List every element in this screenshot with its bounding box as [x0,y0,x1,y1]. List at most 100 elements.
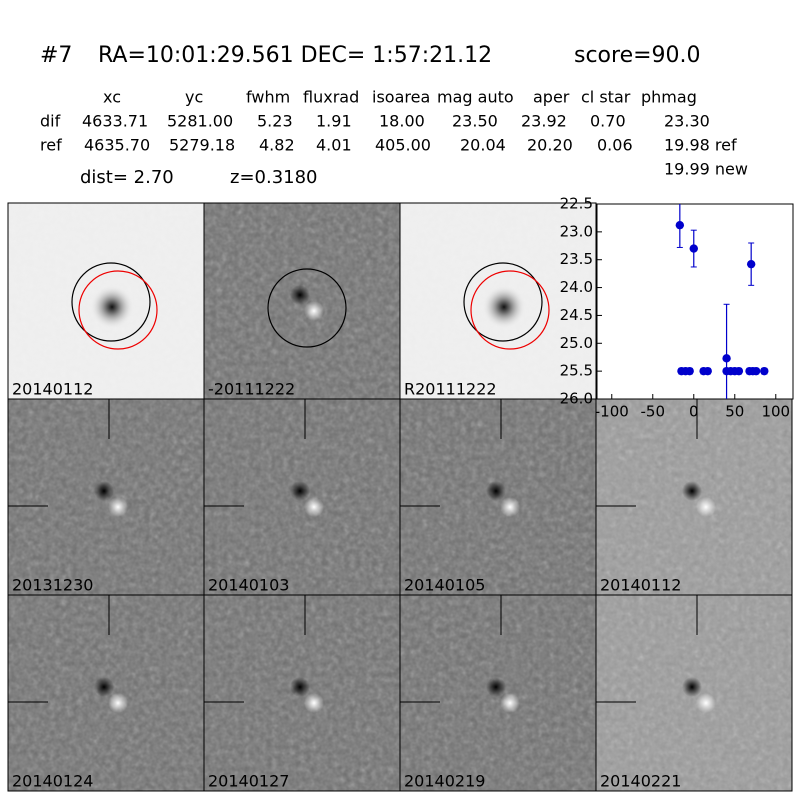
cell: 4.01 [316,136,352,155]
cell: 5.23 [257,112,293,131]
column-header: phmag [641,88,697,107]
cell: 20.04 [460,136,506,155]
lightcurve: 22.5 23.0 23.5 24.0 24.5 25.0 25.5 26.0-100 -50 0… [560,195,794,421]
dipole-neg [486,677,506,697]
column-header: xc [103,88,121,107]
aperture [463,262,543,342]
cell: 1.91 [316,112,352,131]
column-header: fwhm [246,88,290,107]
redshift: z=0.3180 [230,167,318,188]
x-tick-label: 100 [761,403,790,421]
cell: 19.98 ref [664,136,737,155]
aperture-ref [470,270,550,350]
aperture [267,268,347,348]
dipole-neg [682,481,702,501]
dipole-pos [304,693,324,713]
column-header: fluxrad [303,88,359,107]
cutout-label: 20140219 [404,772,485,791]
dipole-neg [94,677,114,697]
y-tick-label: 25.5 [560,362,593,380]
cell: 4.82 [259,136,295,155]
cutout: 20140124 [7,594,205,792]
cutout-label: 20140105 [404,576,485,595]
y-tick-label: 22.5 [560,195,593,213]
dipole-neg [486,481,506,501]
cell: 18.00 [379,112,425,131]
cutout: 20140112 [7,202,205,400]
dipole-pos [696,693,716,713]
cutout-label: 20140221 [600,772,681,791]
table: xc yc fwhm fluxrad isoarea mag auto aper cl sta… [40,88,737,155]
dipole-pos [500,693,520,713]
candidate-id: #7 [40,43,72,68]
cutout: 20140105 [399,398,597,596]
point [689,244,698,253]
plot-area [596,203,794,400]
cell: 0.70 [590,112,626,131]
y-tick-label: 23.5 [560,250,593,268]
cutout-frame [595,594,793,792]
dipole-neg [290,481,310,501]
dipole-neg [682,677,702,697]
point [760,366,769,376]
cutout: 20131230 [7,398,205,596]
column-header: yc [185,88,203,107]
dipole-pos [696,497,716,517]
column-header: cl star [581,88,631,107]
cell: 4633.71 [82,112,148,131]
dipole-neg [290,285,310,305]
x-tick-label: -50 [641,403,666,421]
cell: 23.50 [452,112,498,131]
image-grid: 20140112 -20111222 R20111222 20131230 201401… [7,202,793,792]
score: score=90.0 [574,43,701,68]
phmag-new: 19.99 new [664,160,748,179]
dist: dist= 2.70 [80,167,174,188]
dipole-neg [290,677,310,697]
cutout: -20111222 [203,202,401,400]
cell: 405.00 [375,136,431,155]
cutout-label: 20140124 [12,772,93,791]
point [751,366,761,376]
y-tick-label: 25.0 [560,334,593,352]
cutout-label: R20111222 [404,380,497,399]
cutout: 20140103 [203,398,401,596]
cutout-label: 20140127 [208,772,289,791]
cutout: 20140221 [595,594,793,792]
y-tick-label: 24.0 [560,278,593,296]
aperture-ref [78,270,158,350]
column-header: isoarea [372,88,430,107]
cell: 0.06 [597,136,633,155]
x-tick-label: 0 [689,403,699,421]
point [685,366,694,376]
y-tick-label: 24.5 [560,306,593,324]
cutout: 20140219 [399,594,597,792]
column-header: aper [533,88,570,107]
dipole-pos [500,497,520,517]
point [722,354,731,363]
cutout: R20111222 [399,202,597,400]
dipole-pos [108,693,128,713]
cutout-label: 20131230 [12,576,93,595]
cutout: 20140112 [595,398,793,596]
row-label: ref [40,136,62,155]
cell: 5279.18 [169,136,235,155]
point [703,366,712,376]
cutout-label: 20140112 [600,576,681,595]
point [675,220,685,230]
source [482,285,526,329]
x-tick-label: 50 [725,403,744,421]
cell: 20.20 [527,136,573,155]
point [734,366,744,376]
cutout-label: 20140112 [12,380,93,399]
x-tick-label: -100 [595,403,629,421]
column-header: mag auto [437,88,514,107]
cell: 4635.70 [84,136,150,155]
aperture [71,262,151,342]
dipole-pos [108,497,128,517]
dipole-neg [94,481,114,501]
coordinates: RA=10:01:29.561 DEC= 1:57:21.12 [98,43,492,68]
row-label: dif [40,112,61,131]
cell: 5281.00 [167,112,233,131]
cutout: 20140127 [203,594,401,792]
